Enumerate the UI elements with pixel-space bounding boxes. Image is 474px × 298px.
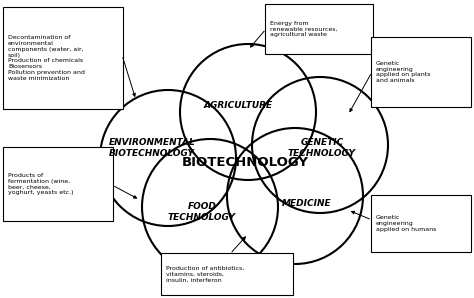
FancyBboxPatch shape [161,253,293,295]
FancyBboxPatch shape [3,7,123,109]
FancyBboxPatch shape [371,195,471,252]
FancyBboxPatch shape [265,4,373,54]
Text: GENETIC
TECHNOLOGY: GENETIC TECHNOLOGY [288,138,356,158]
Text: Genetic
engineering
applied on plants
and animals: Genetic engineering applied on plants an… [376,61,430,83]
Text: FOOD
TECHNOLOGY: FOOD TECHNOLOGY [168,202,236,222]
Text: Products of
fermentation (wine,
beer, cheese,
yoghurt, yeasts etc.): Products of fermentation (wine, beer, ch… [8,173,73,195]
FancyBboxPatch shape [3,147,113,221]
Text: Production of antibiotics,
vitamins, steroids,
insulin, interferon: Production of antibiotics, vitamins, ste… [166,266,244,282]
Text: Genetic
engineering
applied on humans: Genetic engineering applied on humans [376,215,437,232]
Text: AGRICULTURE: AGRICULTURE [203,100,273,109]
Text: MEDICINE: MEDICINE [282,199,332,209]
Text: ENVIRONMENTAL
BIOTECHNOLOGY: ENVIRONMENTAL BIOTECHNOLOGY [109,138,195,158]
Text: Energy from
renewable resources,
agricultural waste: Energy from renewable resources, agricul… [270,21,337,37]
FancyBboxPatch shape [371,37,471,107]
Text: BIOTECHNOLOGY: BIOTECHNOLOGY [182,156,309,170]
Text: Decontamination of
environmental
components (water, air,
soil)
Production of che: Decontamination of environmental compone… [8,35,85,81]
